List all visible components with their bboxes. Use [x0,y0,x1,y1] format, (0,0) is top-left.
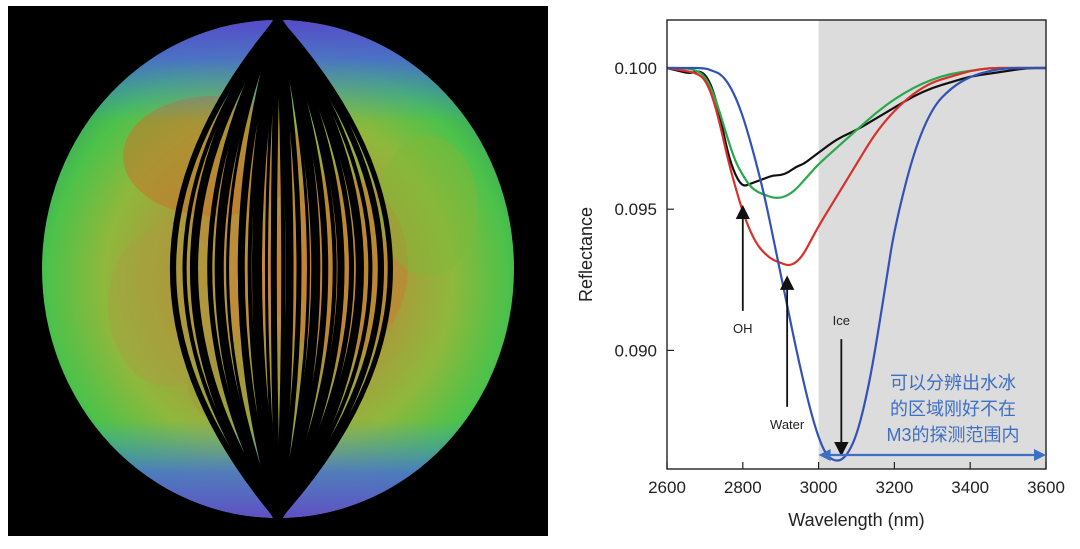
chart-svg: 2600 2800 3000 3200 3400 36000.1000.0950.090 … [576,19,1065,530]
orbit-gap-stripe [237,20,282,518]
orbit-gap-stripe [274,20,294,518]
reflectance-chart: 2600 2800 3000 3200 3400 3600 0.100 0.095 0.090 … [560,0,1080,544]
orbit-gap-stripe [264,20,280,518]
orbit-gap-stripe [170,20,281,518]
range-arrow-left-head [818,449,831,461]
orbit-gap-stripe [275,20,302,518]
annotation-label: Water [770,417,805,432]
plot-frame [666,19,1047,470]
moon-map-image [8,6,548,536]
range-arrow-right-head [1034,449,1046,461]
x-tick-label: 3000 [800,478,838,497]
orbit-gap-stripe [273,20,321,518]
series-line [666,66,1046,187]
orbit-gap-stripe [226,20,280,518]
y-tick-label: 0.095 [614,200,657,219]
x-tick-label: 3600 [1027,478,1065,497]
series-line [666,66,1046,267]
orbit-gap-stripe [276,20,373,518]
y-axis-label: Reflectance [576,207,596,302]
x-tick-label: 3400 [951,478,989,497]
moon-map-graphic [42,20,514,518]
orbit-gap-stripe [270,20,281,518]
y-tick-label: 0.090 [614,341,657,360]
orbit-gap-stripe [214,20,283,518]
orbit-gap-stripe [276,20,393,518]
orbit-gap-stripe [275,20,329,518]
orbit-gap-stripe [190,20,282,518]
note-text-line: 的区域刚好不在 [890,399,1016,419]
series-line [667,66,1046,200]
x-axis-label: Wavelength (nm) [788,510,924,530]
y-tick-label: 0.100 [614,59,657,78]
note-text-line: M3的探测范围内 [886,425,1019,445]
x-tick-label: 3200 [875,478,913,497]
orbit-gap-stripe [252,20,283,518]
shaded-region [818,20,1046,469]
orbit-gap-stripe [274,20,364,518]
note-text-line: 可以分辨出水冰 [890,373,1016,393]
annotation-label: Ice [833,313,850,328]
orbit-gap-stripe [275,20,384,518]
orbit-gap-stripe [274,20,345,518]
series-line [667,66,1046,462]
annotation-label: OH [733,321,753,336]
x-tick-label: 2600 [648,478,686,497]
x-tick-label: 2800 [724,478,762,497]
